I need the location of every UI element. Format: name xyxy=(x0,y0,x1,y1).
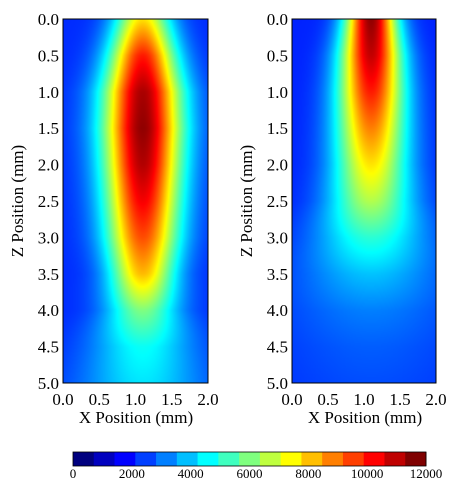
left-heatmap-image xyxy=(63,19,208,383)
y-tick-label: 4.0 xyxy=(267,301,288,320)
colorbar-tick-label: 6000 xyxy=(237,466,263,480)
y-tick-label: 4.0 xyxy=(38,301,59,320)
left-x-axis-label: X Position (mm) xyxy=(79,408,193,427)
x-tick-label: 0.5 xyxy=(89,390,110,409)
right-x-axis-label: X Position (mm) xyxy=(308,408,422,427)
right-y-axis-label: Z Position (mm) xyxy=(237,145,256,257)
colorbar-block xyxy=(363,452,385,466)
y-tick-label: 3.0 xyxy=(267,228,288,247)
colorbar-block xyxy=(280,452,302,466)
colorbar-block xyxy=(239,452,261,466)
left-y-tick-labels: 0.0 0.5 1.0 1.5 2.0 2.5 3.0 3.5 4.0 4.5 5.0 xyxy=(38,10,59,393)
left-x-tick-labels: 0.0 0.5 1.0 1.5 2.0 xyxy=(52,390,218,409)
y-tick-label: 2.5 xyxy=(38,192,59,211)
y-tick-label: 3.5 xyxy=(38,265,59,284)
colorbar-block xyxy=(384,452,406,466)
x-tick-label: 0.0 xyxy=(52,390,73,409)
y-tick-label: 5.0 xyxy=(38,374,59,393)
x-tick-label: 0.5 xyxy=(317,390,338,409)
y-tick-label: 0.5 xyxy=(267,46,288,65)
colorbar-block xyxy=(176,452,199,466)
left-plot-frame xyxy=(62,18,209,384)
y-tick-label: 3.0 xyxy=(38,228,59,247)
colorbar-block xyxy=(73,452,95,466)
x-tick-label: 2.0 xyxy=(425,390,446,409)
y-tick-label: 2.5 xyxy=(267,192,288,211)
left-heatmap-panel: 0.0 0.5 1.0 1.5 2.0 2.5 3.0 3.5 4.0 4.5 5.0 0.0 0.5… xyxy=(8,10,219,427)
y-tick-label: 0.5 xyxy=(38,46,59,65)
colorbar-block xyxy=(342,452,365,466)
x-tick-label: 1.5 xyxy=(389,390,410,409)
x-tick-label: 1.0 xyxy=(125,390,146,409)
right-y-tick-labels: 0.0 0.5 1.0 1.5 2.0 2.5 3.0 3.5 4.0 4.5 5.0 xyxy=(267,10,288,393)
left-y-axis-label: Z Position (mm) xyxy=(8,145,27,257)
colorbar-block xyxy=(259,452,282,466)
colorbar-block xyxy=(405,452,427,466)
colorbar-block xyxy=(135,452,157,466)
y-tick-label: 4.5 xyxy=(267,338,288,357)
colorbar-block xyxy=(114,452,136,466)
right-heatmap-image xyxy=(292,19,436,383)
x-tick-label: 2.0 xyxy=(197,390,218,409)
y-tick-label: 1.5 xyxy=(267,119,288,138)
colorbar-tick-labels: 0 2000 4000 6000 8000 10000 12000 xyxy=(70,466,443,480)
right-x-tick-labels: 0.0 0.5 1.0 1.5 2.0 xyxy=(281,390,446,409)
y-tick-label: 2.0 xyxy=(267,156,288,175)
y-tick-label: 1.5 xyxy=(38,119,59,138)
y-tick-label: 1.0 xyxy=(38,83,59,102)
y-tick-label: 0.0 xyxy=(267,10,288,29)
colorbar-block xyxy=(156,452,178,466)
y-tick-label: 5.0 xyxy=(267,374,288,393)
x-tick-label: 1.5 xyxy=(161,390,182,409)
y-tick-label: 1.0 xyxy=(267,83,288,102)
x-tick-label: 0.0 xyxy=(281,390,302,409)
colorbar-tick-label: 0 xyxy=(70,466,77,480)
y-tick-label: 4.5 xyxy=(38,338,59,357)
colorbar-frame xyxy=(72,451,427,467)
colorbar-blocks xyxy=(73,452,427,466)
colorbar-tick-label: 2000 xyxy=(119,466,145,480)
y-tick-label: 3.5 xyxy=(267,265,288,284)
colorbar-block xyxy=(322,452,344,466)
colorbar-block xyxy=(301,452,323,466)
right-plot-frame xyxy=(291,18,437,384)
y-tick-label: 2.0 xyxy=(38,156,59,175)
x-tick-label: 1.0 xyxy=(353,390,374,409)
colorbar: 0 2000 4000 6000 8000 10000 12000 xyxy=(70,451,443,480)
colorbar-block xyxy=(197,452,219,466)
colorbar-block xyxy=(218,452,240,466)
colorbar-block xyxy=(93,452,116,466)
y-tick-label: 0.0 xyxy=(38,10,59,29)
colorbar-tick-label: 10000 xyxy=(351,466,384,480)
colorbar-tick-label: 4000 xyxy=(178,466,204,480)
colorbar-tick-label: 8000 xyxy=(295,466,321,480)
colorbar-tick-label: 12000 xyxy=(410,466,443,480)
right-heatmap-panel: 0.0 0.5 1.0 1.5 2.0 2.5 3.0 3.5 4.0 4.5 5.0 0.0 0.5… xyxy=(237,10,447,427)
